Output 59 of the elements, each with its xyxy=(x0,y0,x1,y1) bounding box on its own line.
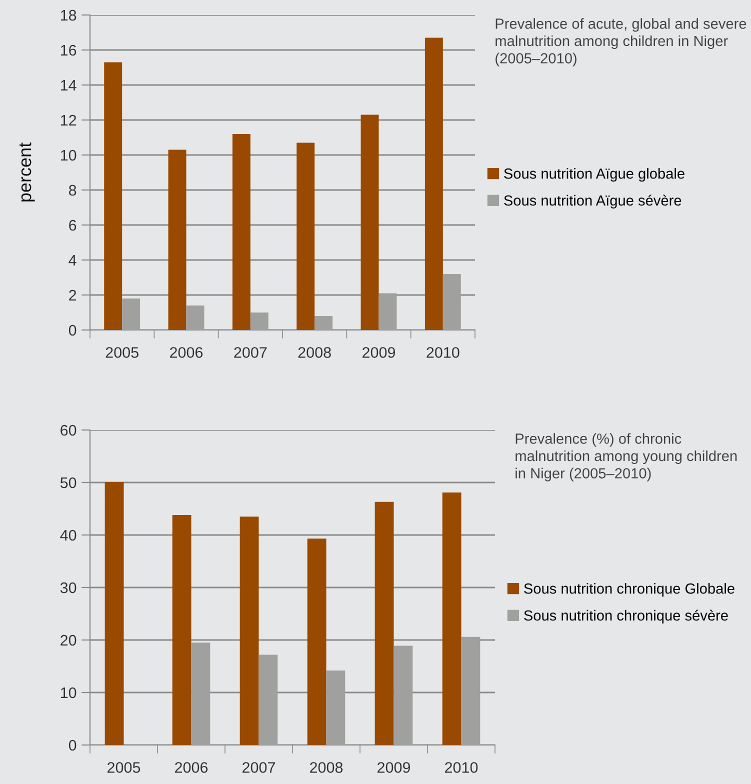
x-tick-label: 2006 xyxy=(170,347,203,358)
y-tick-label: 16 xyxy=(60,44,76,56)
x-tick-label: 2007 xyxy=(242,762,275,773)
y-tick-label: 4 xyxy=(68,255,76,266)
y-tick-label: 2 xyxy=(69,290,76,301)
bar xyxy=(296,142,315,330)
y-tick-label: 14 xyxy=(60,80,76,91)
x-tick-label: 2007 xyxy=(234,347,267,358)
bar xyxy=(394,646,413,745)
y-tick-label: 6 xyxy=(69,220,76,231)
bar xyxy=(424,38,443,330)
bar xyxy=(232,134,250,330)
bar xyxy=(314,316,333,330)
bar xyxy=(442,492,462,745)
bar xyxy=(122,298,140,330)
x-tick-label: 2005 xyxy=(108,762,140,773)
bar xyxy=(191,642,210,745)
bar xyxy=(374,502,394,745)
bar xyxy=(461,636,480,745)
x-tick-label: 2010 xyxy=(445,762,478,773)
x-tick-label: 2009 xyxy=(378,762,410,773)
y-tick-label: 12 xyxy=(60,114,76,126)
y-axis-title: percent xyxy=(19,142,35,202)
y-tick-label: 10 xyxy=(60,150,76,161)
y-tick-label: 60 xyxy=(60,424,76,436)
bar xyxy=(186,306,204,330)
y-tick-label: 8 xyxy=(68,184,76,196)
bar xyxy=(360,114,379,330)
legend-label: Sous nutrition Aïgue sévère xyxy=(504,194,682,209)
y-tick-label: 10 xyxy=(60,687,76,698)
legend-label: Sous nutrition chronique Globale xyxy=(524,583,734,597)
x-tick-label: 2010 xyxy=(426,347,460,358)
bar xyxy=(240,516,259,745)
x-tick-label: 2009 xyxy=(362,347,396,358)
bar xyxy=(326,670,346,745)
y-tick-label: 50 xyxy=(60,477,76,488)
bar xyxy=(250,312,268,330)
bar xyxy=(258,654,278,745)
legend-label: Sous nutrition Aïgue globale xyxy=(504,168,684,182)
x-tick-label: 2008 xyxy=(298,347,331,358)
bar xyxy=(104,62,122,330)
x-tick-label: 2006 xyxy=(175,762,208,773)
text: Prevalence of acute, global and severe malnutrition among children in Niger (2005–2010) xyxy=(496,18,746,66)
bar xyxy=(168,150,186,330)
y-tick-label: 30 xyxy=(60,582,76,594)
legend-label: Sous nutrition chronique sévère xyxy=(524,610,728,624)
y-tick-label: 18 xyxy=(60,10,76,21)
x-tick-label: 2008 xyxy=(310,762,343,773)
bar xyxy=(442,274,461,330)
bar xyxy=(307,538,326,745)
text: Prevalence (%) of chronic malnutrition among young children in Niger (2005–2010) xyxy=(516,433,737,482)
y-tick-label: 0 xyxy=(68,324,76,336)
y-tick-label: 20 xyxy=(60,634,76,646)
bar xyxy=(172,515,192,745)
bar xyxy=(104,482,124,745)
y-tick-label: 0 xyxy=(68,740,76,751)
y-tick-label: 40 xyxy=(60,530,76,541)
bar xyxy=(378,293,397,330)
x-tick-label: 2005 xyxy=(106,347,138,358)
